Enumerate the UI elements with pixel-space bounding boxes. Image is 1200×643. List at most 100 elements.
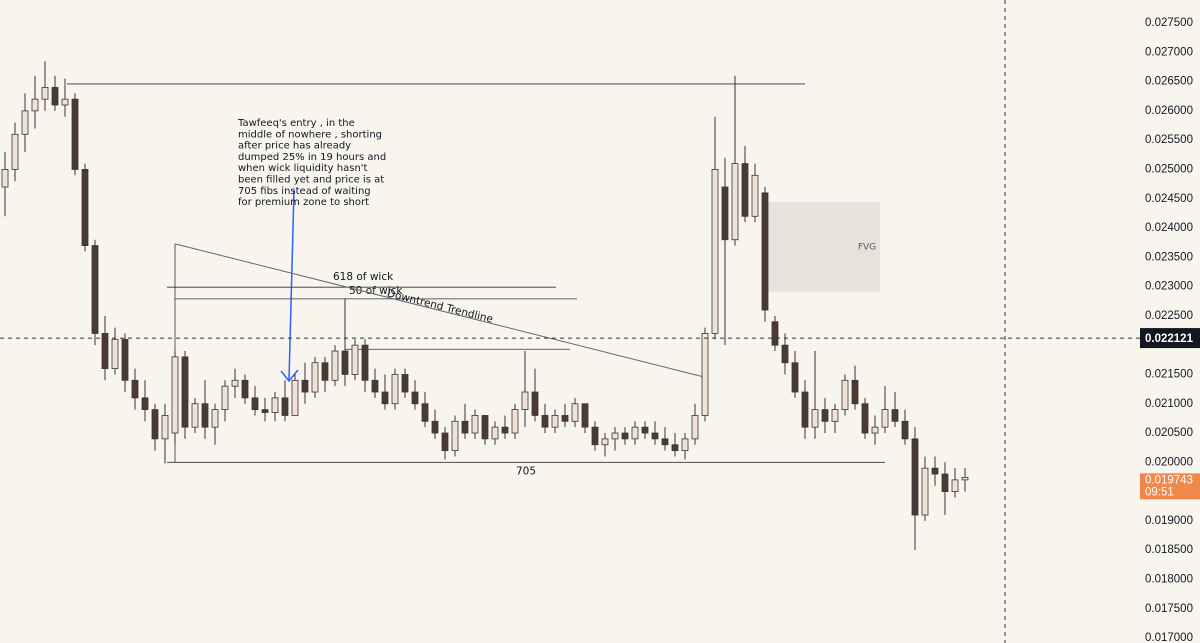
candle-body	[551, 415, 559, 428]
note-line: been filled yet and price is at	[238, 175, 384, 186]
arrow-head	[280, 369, 299, 383]
candle-body	[881, 409, 889, 428]
candle-body	[71, 98, 79, 170]
y-tick-label: 0.018000	[1145, 573, 1193, 585]
candle-body	[581, 403, 589, 428]
candle-body	[841, 379, 849, 410]
candle-body	[861, 403, 869, 434]
y-tick-label: 0.018500	[1145, 544, 1193, 556]
candle-body	[591, 426, 599, 446]
candle-body	[131, 379, 139, 399]
candle-body	[231, 379, 239, 387]
candle-body	[891, 409, 899, 422]
candle-body	[201, 403, 209, 428]
countdown: 09:51	[1145, 486, 1174, 498]
y-tick-label: 0.021500	[1145, 368, 1193, 380]
candle-body	[471, 415, 479, 434]
candle-body	[631, 426, 639, 440]
candle-body	[871, 426, 879, 434]
y-tick-label: 0.023000	[1145, 281, 1193, 293]
candle-body	[271, 397, 279, 413]
note-line: when wick liquidity hasn't	[238, 163, 368, 174]
candle-body	[281, 397, 289, 416]
candle-body	[361, 344, 369, 381]
y-tick-label: 0.017500	[1145, 603, 1193, 615]
candle-body	[371, 379, 379, 393]
candle-body	[401, 374, 409, 393]
candle-body	[951, 479, 959, 492]
candle-body	[651, 432, 659, 440]
arrow	[288, 189, 295, 381]
level-label: 618 of wick	[333, 271, 394, 283]
candle-body	[341, 350, 349, 375]
candle-body	[211, 409, 219, 428]
y-tick-label: 0.025000	[1145, 163, 1193, 175]
candle-body	[921, 467, 929, 516]
last-price-tag	[1140, 473, 1200, 500]
candle-body	[411, 391, 419, 405]
candle-body	[151, 409, 159, 440]
y-tick-label: 0.027500	[1145, 17, 1193, 29]
candle-body	[351, 344, 359, 375]
candle-body	[91, 245, 99, 334]
candle-body	[81, 169, 89, 246]
candle-body	[221, 385, 229, 410]
candle-body	[601, 438, 609, 446]
candle-body	[61, 98, 69, 106]
note-line: for premium zone to short	[238, 197, 369, 208]
crosshair-price: 0.022121	[1145, 333, 1194, 345]
fvg-label: FVG	[858, 243, 876, 253]
candle-body	[291, 379, 299, 416]
last-price: 0.019743	[1145, 474, 1193, 486]
candle-body	[421, 403, 429, 422]
y-tick-label: 0.026500	[1145, 76, 1193, 88]
candle-body	[711, 169, 719, 334]
candle-body	[571, 403, 579, 422]
crosshair-tag	[1140, 328, 1200, 349]
candle-body	[161, 415, 169, 440]
candle-body	[801, 391, 809, 428]
candle-body	[541, 415, 549, 428]
candle-body	[311, 362, 319, 393]
candle-body	[521, 391, 529, 410]
level-label: 50 of wick	[349, 285, 403, 297]
candle-body	[761, 192, 769, 311]
note-line: dumped 25% in 19 hours and	[238, 152, 386, 163]
y-tick-label: 0.023500	[1145, 251, 1193, 263]
candle-body	[391, 374, 399, 405]
candle-body	[461, 420, 469, 434]
candle-body	[481, 415, 489, 440]
candle-body	[831, 409, 839, 422]
candle-body	[21, 110, 29, 135]
y-tick-label: 0.020500	[1145, 427, 1193, 439]
candle-body	[431, 420, 439, 434]
candle-body	[961, 476, 969, 481]
candle-body	[901, 420, 909, 440]
candle-body	[171, 356, 179, 434]
candle-body	[331, 350, 339, 381]
candle-body	[501, 426, 509, 434]
candle-body	[931, 467, 939, 475]
note-line: 705 fibs instead of waiting	[238, 186, 371, 197]
candle-body	[671, 444, 679, 451]
candle-body	[851, 379, 859, 405]
candle-body	[661, 438, 669, 446]
candle-body	[251, 397, 259, 410]
y-tick-label: 0.025500	[1145, 134, 1193, 146]
candle-body	[111, 338, 119, 369]
candle-body	[561, 415, 569, 422]
candle-body	[911, 438, 919, 516]
candle-body	[121, 338, 129, 381]
candle-body	[771, 321, 779, 346]
candle-body	[31, 98, 39, 112]
candle-body	[791, 362, 799, 393]
candle-body	[441, 432, 449, 451]
note-line: middle of nowhere , shorting	[238, 129, 382, 140]
note-line: after price has already	[238, 141, 351, 152]
y-tick-label: 0.017000	[1145, 632, 1193, 643]
level-label: 705	[516, 465, 536, 477]
candle-body	[181, 356, 189, 428]
candle-body	[321, 362, 329, 381]
